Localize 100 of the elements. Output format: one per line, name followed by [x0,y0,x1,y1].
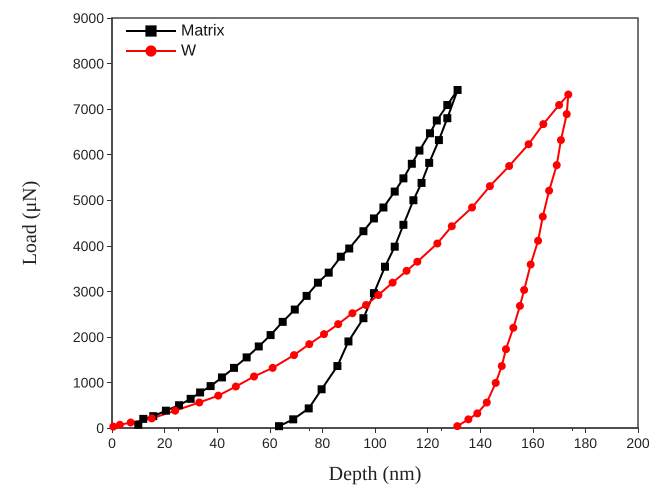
x-tick-label: 20 [156,435,173,451]
point [318,385,326,394]
point [509,324,518,332]
point [443,101,452,110]
point [359,227,368,236]
point [418,178,426,187]
point [520,286,528,294]
x-tick-label: 80 [314,435,330,451]
point [370,214,378,222]
point [344,337,352,346]
point [345,244,354,253]
point [492,378,500,387]
x-tick-label: 140 [468,435,492,451]
point [302,292,311,300]
point [374,290,382,299]
point [434,136,443,144]
point [324,268,333,277]
point [359,314,368,322]
point [453,422,462,430]
y-tick-label: 1000 [72,374,104,390]
point [290,351,298,360]
point [413,258,422,266]
point [556,136,565,144]
point [206,382,215,390]
point [266,331,275,340]
point [426,129,434,138]
point [314,278,322,287]
point [232,382,240,391]
point [275,422,284,430]
legend-label: Matrix [181,22,225,40]
x-tick-label: 160 [521,435,545,451]
x-tick-label: 200 [626,435,650,451]
point [552,161,561,170]
point [230,364,238,372]
point [333,362,342,370]
point [464,415,472,424]
point [468,204,476,212]
x-tick-label: 100 [363,435,387,451]
point [162,406,170,415]
y-tick-label: 8000 [72,56,104,72]
point [415,146,424,155]
point [139,414,148,423]
point [534,236,542,245]
point [408,160,416,168]
point [175,401,184,410]
point [305,340,314,348]
y-axis-title: Load (μN) [19,180,41,266]
y-tick-label: 7000 [72,101,104,118]
point [348,309,356,318]
y-tick-label: 4000 [72,238,104,254]
point [555,101,564,110]
point [562,110,571,118]
point [186,394,195,403]
x-tick-label: 60 [262,435,278,451]
legend-label: W [181,42,197,60]
point [126,418,135,427]
point [320,330,328,338]
x-tick-label: 0 [108,435,116,451]
point [432,116,441,124]
point [196,388,204,396]
point [399,174,408,182]
point [334,320,342,328]
point [505,162,514,170]
point [304,404,313,412]
point [390,188,399,196]
point [402,266,411,275]
point [390,242,399,251]
y-tick-label: 6000 [72,146,104,163]
point [380,262,389,271]
y-tick-label: 2000 [72,328,104,345]
point [502,345,510,354]
point [289,415,298,424]
point [336,252,345,261]
x-tick-label: 40 [209,435,226,451]
point [109,422,118,431]
point [278,318,287,326]
point [195,398,204,406]
point [388,278,397,287]
y-tick-label: 5000 [72,192,104,208]
point [524,140,533,148]
y-tick-label: 3000 [72,283,104,300]
point [362,301,370,309]
point [539,120,548,128]
x-tick-label: 180 [574,435,598,451]
point [290,306,299,314]
point [409,196,418,204]
point [242,353,251,362]
point [134,420,142,429]
point [250,372,258,381]
point [116,420,124,429]
point [454,86,462,94]
point [218,373,226,382]
point [482,398,491,406]
point [399,220,408,229]
point [538,212,547,221]
point [425,158,434,167]
point [498,362,506,370]
point [443,114,452,122]
point [379,204,388,212]
point [268,364,277,372]
